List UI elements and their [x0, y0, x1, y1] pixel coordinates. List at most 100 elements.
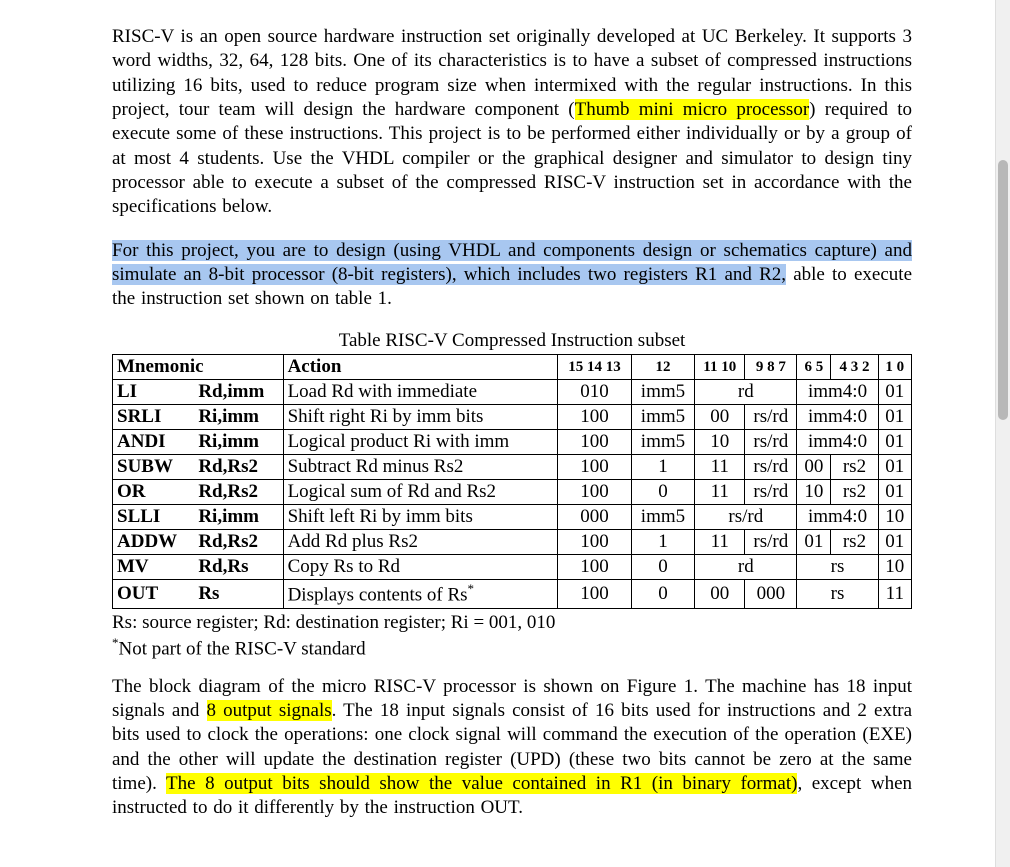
encoding-cell: 01 [797, 530, 831, 555]
operands-cell: Ri,imm [194, 505, 283, 530]
action-cell: Load Rd with immediate [283, 380, 558, 405]
action-cell: Displays contents of Rs* [283, 580, 558, 608]
encoding-cell: 01 [878, 405, 911, 430]
operands-cell: Rd,Rs2 [194, 455, 283, 480]
highlight-output-signals: 8 output signals [207, 700, 332, 721]
encoding-cell: rs [797, 580, 878, 608]
scrollbar-track[interactable] [995, 0, 1010, 867]
encoding-cell: 0 [631, 555, 695, 580]
encoding-cell: 00 [695, 405, 745, 430]
encoding-cell: rs/rd [745, 455, 797, 480]
action-cell: Logical sum of Rd and Rs2 [283, 480, 558, 505]
highlight-thumb-processor: Thumb mini micro processor [575, 99, 810, 120]
mnemonic-cell: SUBW [113, 455, 195, 480]
table-row: OUTRsDisplays contents of Rs*100000000rs… [113, 580, 912, 608]
encoding-cell: 01 [878, 530, 911, 555]
hdr-mnemonic: Mnemonic [113, 355, 284, 380]
table-row: SUBWRd,Rs2Subtract Rd minus Rs2100111rs/… [113, 455, 912, 480]
hdr-b15: 15 14 13 [558, 355, 631, 380]
table-row: MVRd,RsCopy Rs to Rd1000rdrs10 [113, 555, 912, 580]
hdr-b65: 6 5 [797, 355, 831, 380]
encoding-cell: 00 [797, 455, 831, 480]
operands-cell: Rd,imm [194, 380, 283, 405]
hdr-b98: 9 8 7 [745, 355, 797, 380]
operands-cell: Rs [194, 580, 283, 608]
encoding-cell: 10 [797, 480, 831, 505]
table-row: ADDWRd,Rs2Add Rd plus Rs2100111rs/rd01rs… [113, 530, 912, 555]
encoding-cell: imm5 [631, 505, 695, 530]
encoding-cell: 1 [631, 455, 695, 480]
mnemonic-cell: SRLI [113, 405, 195, 430]
block-diagram-paragraph: The block diagram of the micro RISC-V pr… [112, 675, 912, 821]
mnemonic-cell: OR [113, 480, 195, 505]
mnemonic-cell: ADDW [113, 530, 195, 555]
encoding-cell: 01 [878, 430, 911, 455]
operands-cell: Ri,imm [194, 430, 283, 455]
encoding-cell: 01 [878, 480, 911, 505]
operands-cell: Rd,Rs2 [194, 480, 283, 505]
encoding-cell: imm4:0 [797, 505, 878, 530]
project-paragraph: For this project, you are to design (usi… [112, 239, 912, 312]
action-cell: Logical product Ri with imm [283, 430, 558, 455]
table-row: SLLIRi,immShift left Ri by imm bits000im… [113, 505, 912, 530]
encoding-cell: rs2 [831, 480, 878, 505]
encoding-cell: 11 [878, 580, 911, 608]
encoding-cell: 100 [558, 430, 631, 455]
encoding-cell: 0 [631, 580, 695, 608]
encoding-cell: rd [695, 380, 797, 405]
mnemonic-cell: ANDI [113, 430, 195, 455]
encoding-cell: 00 [695, 580, 745, 608]
operands-cell: Ri,imm [194, 405, 283, 430]
encoding-cell: rd [695, 555, 797, 580]
encoding-cell: 10 [878, 505, 911, 530]
hdr-b12: 12 [631, 355, 695, 380]
encoding-cell: imm4:0 [797, 405, 878, 430]
table-row: ORRd,Rs2Logical sum of Rd and Rs2100011r… [113, 480, 912, 505]
encoding-cell: 11 [695, 530, 745, 555]
operands-cell: Rd,Rs2 [194, 530, 283, 555]
encoding-cell: 11 [695, 455, 745, 480]
encoding-cell: 100 [558, 455, 631, 480]
action-cell: Shift right Ri by imm bits [283, 405, 558, 430]
encoding-cell: 100 [558, 555, 631, 580]
star-icon: * [468, 581, 475, 596]
encoding-cell: imm4:0 [797, 430, 878, 455]
encoding-cell: 11 [695, 480, 745, 505]
table-header-row: Mnemonic Action 15 14 13 12 11 10 9 8 7 … [113, 355, 912, 380]
encoding-cell: rs/rd [745, 530, 797, 555]
encoding-cell: rs/rd [695, 505, 797, 530]
encoding-cell: 01 [878, 455, 911, 480]
encoding-cell: 100 [558, 480, 631, 505]
intro-paragraph: RISC-V is an open source hardware instru… [112, 25, 912, 220]
encoding-cell: rs/rd [745, 430, 797, 455]
encoding-cell: 100 [558, 405, 631, 430]
encoding-cell: 000 [745, 580, 797, 608]
encoding-cell: 000 [558, 505, 631, 530]
mnemonic-cell: MV [113, 555, 195, 580]
scrollbar-thumb[interactable] [998, 160, 1008, 420]
encoding-cell: rs2 [831, 455, 878, 480]
table-row: SRLIRi,immShift right Ri by imm bits100i… [113, 405, 912, 430]
encoding-cell: rs/rd [745, 405, 797, 430]
mnemonic-cell: SLLI [113, 505, 195, 530]
table-row: ANDIRi,immLogical product Ri with imm100… [113, 430, 912, 455]
action-cell: Subtract Rd minus Rs2 [283, 455, 558, 480]
operands-cell: Rd,Rs [194, 555, 283, 580]
encoding-cell: rs/rd [745, 480, 797, 505]
encoding-cell: 010 [558, 380, 631, 405]
table-footnote: *Not part of the RISC-V standard [112, 635, 912, 661]
encoding-cell: imm5 [631, 405, 695, 430]
footnote-text: Not part of the RISC-V standard [119, 638, 366, 659]
encoding-cell: imm5 [631, 380, 695, 405]
encoding-cell: imm4:0 [797, 380, 878, 405]
table-row: LIRd,immLoad Rd with immediate010imm5rdi… [113, 380, 912, 405]
action-cell: Add Rd plus Rs2 [283, 530, 558, 555]
encoding-cell: 10 [695, 430, 745, 455]
mnemonic-cell: LI [113, 380, 195, 405]
encoding-cell: 1 [631, 530, 695, 555]
encoding-cell: 100 [558, 580, 631, 608]
hdr-b11: 11 10 [695, 355, 745, 380]
hdr-b10: 1 0 [878, 355, 911, 380]
table-legend: Rs: source register; Rd: destination reg… [112, 611, 912, 635]
encoding-cell: 10 [878, 555, 911, 580]
